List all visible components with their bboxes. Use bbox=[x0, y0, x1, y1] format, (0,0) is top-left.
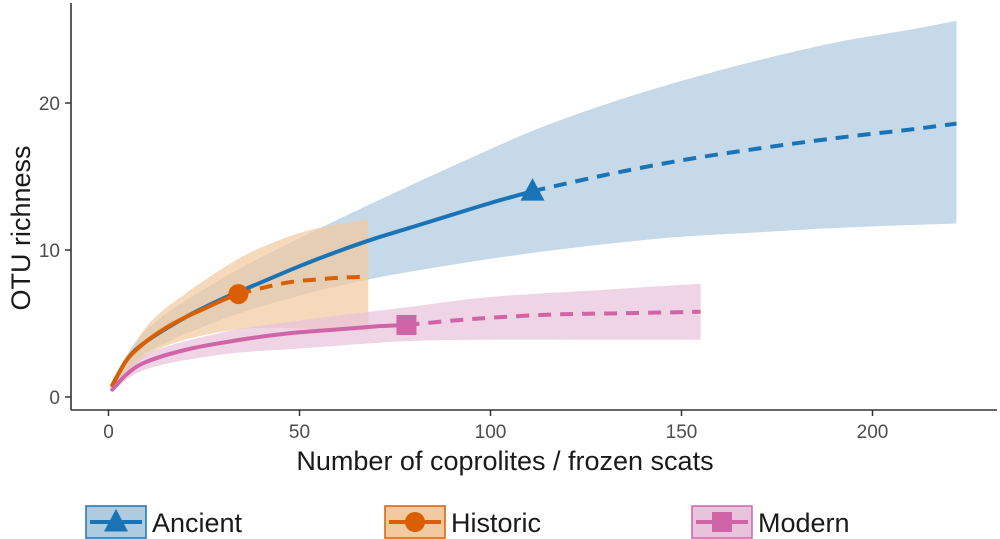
line-extrapolated-modern bbox=[406, 309, 701, 327]
y-tick-label: 10 bbox=[39, 241, 60, 262]
legend-label-modern: Modern bbox=[758, 508, 850, 538]
legend-item-modern: Modern bbox=[691, 505, 850, 539]
legend: Ancient Historic Modern bbox=[85, 505, 850, 539]
y-tick-label: 20 bbox=[39, 94, 60, 115]
x-axis-title: Number of coprolites / frozen scats bbox=[296, 446, 713, 476]
line-extrapolated-ancient bbox=[532, 121, 957, 194]
legend-key-marker-historic bbox=[405, 512, 425, 532]
x-axis-ticks: 0 50 100 150 200 bbox=[103, 410, 888, 443]
y-axis-ticks: 0 10 20 bbox=[39, 94, 71, 409]
legend-item-historic: Historic bbox=[384, 505, 541, 539]
legend-key-marker-modern bbox=[712, 512, 732, 532]
observed-markers bbox=[228, 178, 545, 335]
series-lines bbox=[110, 121, 957, 392]
x-tick-label: 50 bbox=[289, 422, 310, 443]
y-tick-label: 0 bbox=[49, 388, 60, 409]
x-tick-label: 0 bbox=[103, 422, 114, 443]
legend-key-marker-ancient bbox=[104, 508, 128, 532]
x-tick-label: 200 bbox=[857, 422, 889, 443]
legend-item-ancient: Ancient bbox=[85, 505, 243, 539]
x-tick-label: 150 bbox=[666, 422, 698, 443]
line-interpolated-historic bbox=[110, 292, 241, 388]
marker-observed-modern bbox=[396, 314, 417, 335]
x-tick-label: 100 bbox=[475, 422, 507, 443]
band-ancient bbox=[112, 20, 957, 389]
band-modern bbox=[112, 283, 701, 392]
legend-label-ancient: Ancient bbox=[152, 508, 243, 538]
y-axis-title: OTU richness bbox=[6, 145, 36, 310]
confidence-bands bbox=[112, 20, 957, 392]
marker-observed-ancient bbox=[520, 178, 545, 201]
line-interpolated-modern bbox=[110, 323, 409, 392]
legend-label-historic: Historic bbox=[451, 508, 541, 538]
line-extrapolated-historic bbox=[237, 274, 369, 297]
marker-observed-historic bbox=[228, 284, 249, 305]
